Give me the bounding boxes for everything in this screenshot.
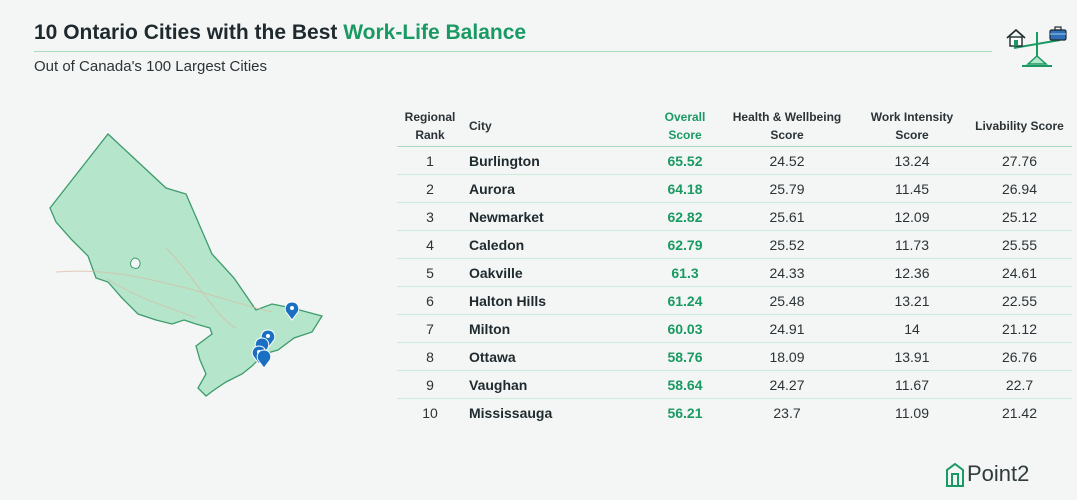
work-cell: 11.09 xyxy=(895,404,929,421)
table-row: 7 Milton 60.03 24.91 14 21.12 xyxy=(397,314,1072,343)
health-cell: 24.91 xyxy=(717,314,857,343)
rank-cell: 1 xyxy=(397,146,463,175)
health-cell: 25.52 xyxy=(717,230,857,259)
ranking-table-container: Regional Rank City Overall Score Health … xyxy=(397,106,1072,426)
table-row: 10 Mississauga 56.21 23.7 11.09 21.42 xyxy=(397,399,1072,427)
livability-cell: 25.12 xyxy=(967,202,1072,231)
overall-cell: 60.03 xyxy=(653,314,717,343)
overall-cell: 61.24 xyxy=(653,286,717,315)
location-pin-icon xyxy=(256,349,272,369)
home-icon xyxy=(1006,28,1026,47)
rank-cell: 3 xyxy=(397,202,463,231)
page-title: 10 Ontario Cities with the Best Work-Lif… xyxy=(34,21,526,45)
livability-cell: 25.55 xyxy=(967,230,1072,259)
livability-cell: 26.94 xyxy=(967,174,1072,203)
work-cell: 12.36 xyxy=(857,258,967,287)
table-row: 6 Halton Hills 61.24 25.48 13.21 22.55 xyxy=(397,286,1072,315)
overall-cell: 58.64 xyxy=(653,370,717,399)
city-cell: Mississauga xyxy=(469,404,553,421)
table-row: 9 Vaughan 58.64 24.27 11.67 22.7 xyxy=(397,370,1072,399)
overall-cell: 62.82 xyxy=(653,202,717,231)
health-cell: 25.61 xyxy=(717,202,857,231)
overall-cell: 64.18 xyxy=(653,174,717,203)
title-accent: Work-Life Balance xyxy=(343,21,527,44)
work-cell: 12.09 xyxy=(857,202,967,231)
health-cell: 24.27 xyxy=(717,370,857,399)
city-cell: Newmarket xyxy=(463,202,653,231)
livability-cell: 21.42 xyxy=(1001,404,1038,421)
health-cell: 24.52 xyxy=(717,146,857,175)
rank-cell: 8 xyxy=(397,342,463,371)
header-health: Health & Wellbeing Score xyxy=(717,106,857,147)
ontario-map xyxy=(49,133,324,397)
briefcase-icon xyxy=(1049,26,1067,41)
overall-cell: 65.52 xyxy=(653,146,717,175)
point2-logo-icon xyxy=(946,462,964,487)
health-cell: 24.33 xyxy=(717,258,857,287)
city-cell: Oakville xyxy=(463,258,653,287)
point2-logo: Point2 xyxy=(945,460,1045,488)
title-prefix: 10 Ontario Cities with the Best xyxy=(34,21,344,44)
livability-cell: 26.76 xyxy=(967,342,1072,371)
work-cell: 13.21 xyxy=(857,286,967,315)
logo-text: Point2 xyxy=(967,461,1030,486)
city-cell: Halton Hills xyxy=(463,286,653,315)
overall-cell: 62.79 xyxy=(653,230,717,259)
city-cell: Caledon xyxy=(463,230,653,259)
livability-cell: 22.7 xyxy=(967,370,1072,399)
city-cell: Aurora xyxy=(463,174,653,203)
header-city: City xyxy=(463,106,653,147)
ontario-shape xyxy=(49,133,324,397)
overall-cell: 56.21 xyxy=(667,404,703,421)
table-row: 8 Ottawa 58.76 18.09 13.91 26.76 xyxy=(397,342,1072,371)
ranking-table: Regional Rank City Overall Score Health … xyxy=(397,106,1072,426)
work-cell: 11.67 xyxy=(857,370,967,399)
health-cell: 23.7 xyxy=(773,404,801,421)
table-row: 4 Caledon 62.79 25.52 11.73 25.55 xyxy=(397,230,1072,259)
health-cell: 25.48 xyxy=(717,286,857,315)
work-cell: 11.45 xyxy=(857,174,967,203)
location-pin-icon xyxy=(284,301,300,321)
table-header-row: Regional Rank City Overall Score Health … xyxy=(397,106,1072,147)
city-cell: Vaughan xyxy=(463,370,653,399)
overall-cell: 58.76 xyxy=(653,342,717,371)
health-cell: 25.79 xyxy=(717,174,857,203)
scale-home-briefcase-icon xyxy=(1006,26,1067,67)
header-work: Work Intensity Score xyxy=(857,106,967,147)
rank-cell: 7 xyxy=(397,314,463,343)
table-row: 5 Oakville 61.3 24.33 12.36 24.61 xyxy=(397,258,1072,287)
livability-cell: 24.61 xyxy=(967,258,1072,287)
work-cell: 14 xyxy=(857,314,967,343)
rank-cell: 4 xyxy=(397,230,463,259)
work-cell: 11.73 xyxy=(857,230,967,259)
rank-cell: 2 xyxy=(397,174,463,203)
city-cell: Burlington xyxy=(463,146,653,175)
header-rank: Regional Rank xyxy=(397,106,463,147)
rank-cell: 6 xyxy=(397,286,463,315)
work-cell: 13.24 xyxy=(857,146,967,175)
health-cell: 18.09 xyxy=(717,342,857,371)
overall-cell: 61.3 xyxy=(653,258,717,287)
rank-cell: 9 xyxy=(397,370,463,399)
city-cell: Ottawa xyxy=(463,342,653,371)
header-overall: Overall Score xyxy=(653,106,717,147)
work-cell: 13.91 xyxy=(857,342,967,371)
page-subtitle: Out of Canada's 100 Largest Cities xyxy=(34,58,267,75)
header-livability: Livability Score xyxy=(967,106,1072,147)
city-cell: Milton xyxy=(463,314,653,343)
road-lines xyxy=(55,247,273,329)
livability-cell: 21.12 xyxy=(967,314,1072,343)
livability-cell: 27.76 xyxy=(967,146,1072,175)
rank-cell: 5 xyxy=(397,258,463,287)
table-row: 1 Burlington 65.52 24.52 13.24 27.76 xyxy=(397,146,1072,175)
livability-cell: 22.55 xyxy=(967,286,1072,315)
table-row: 3 Newmarket 62.82 25.61 12.09 25.12 xyxy=(397,202,1072,231)
title-divider xyxy=(34,51,992,52)
rank-cell: 10 xyxy=(422,404,438,421)
table-row: 2 Aurora 64.18 25.79 11.45 26.94 xyxy=(397,174,1072,203)
